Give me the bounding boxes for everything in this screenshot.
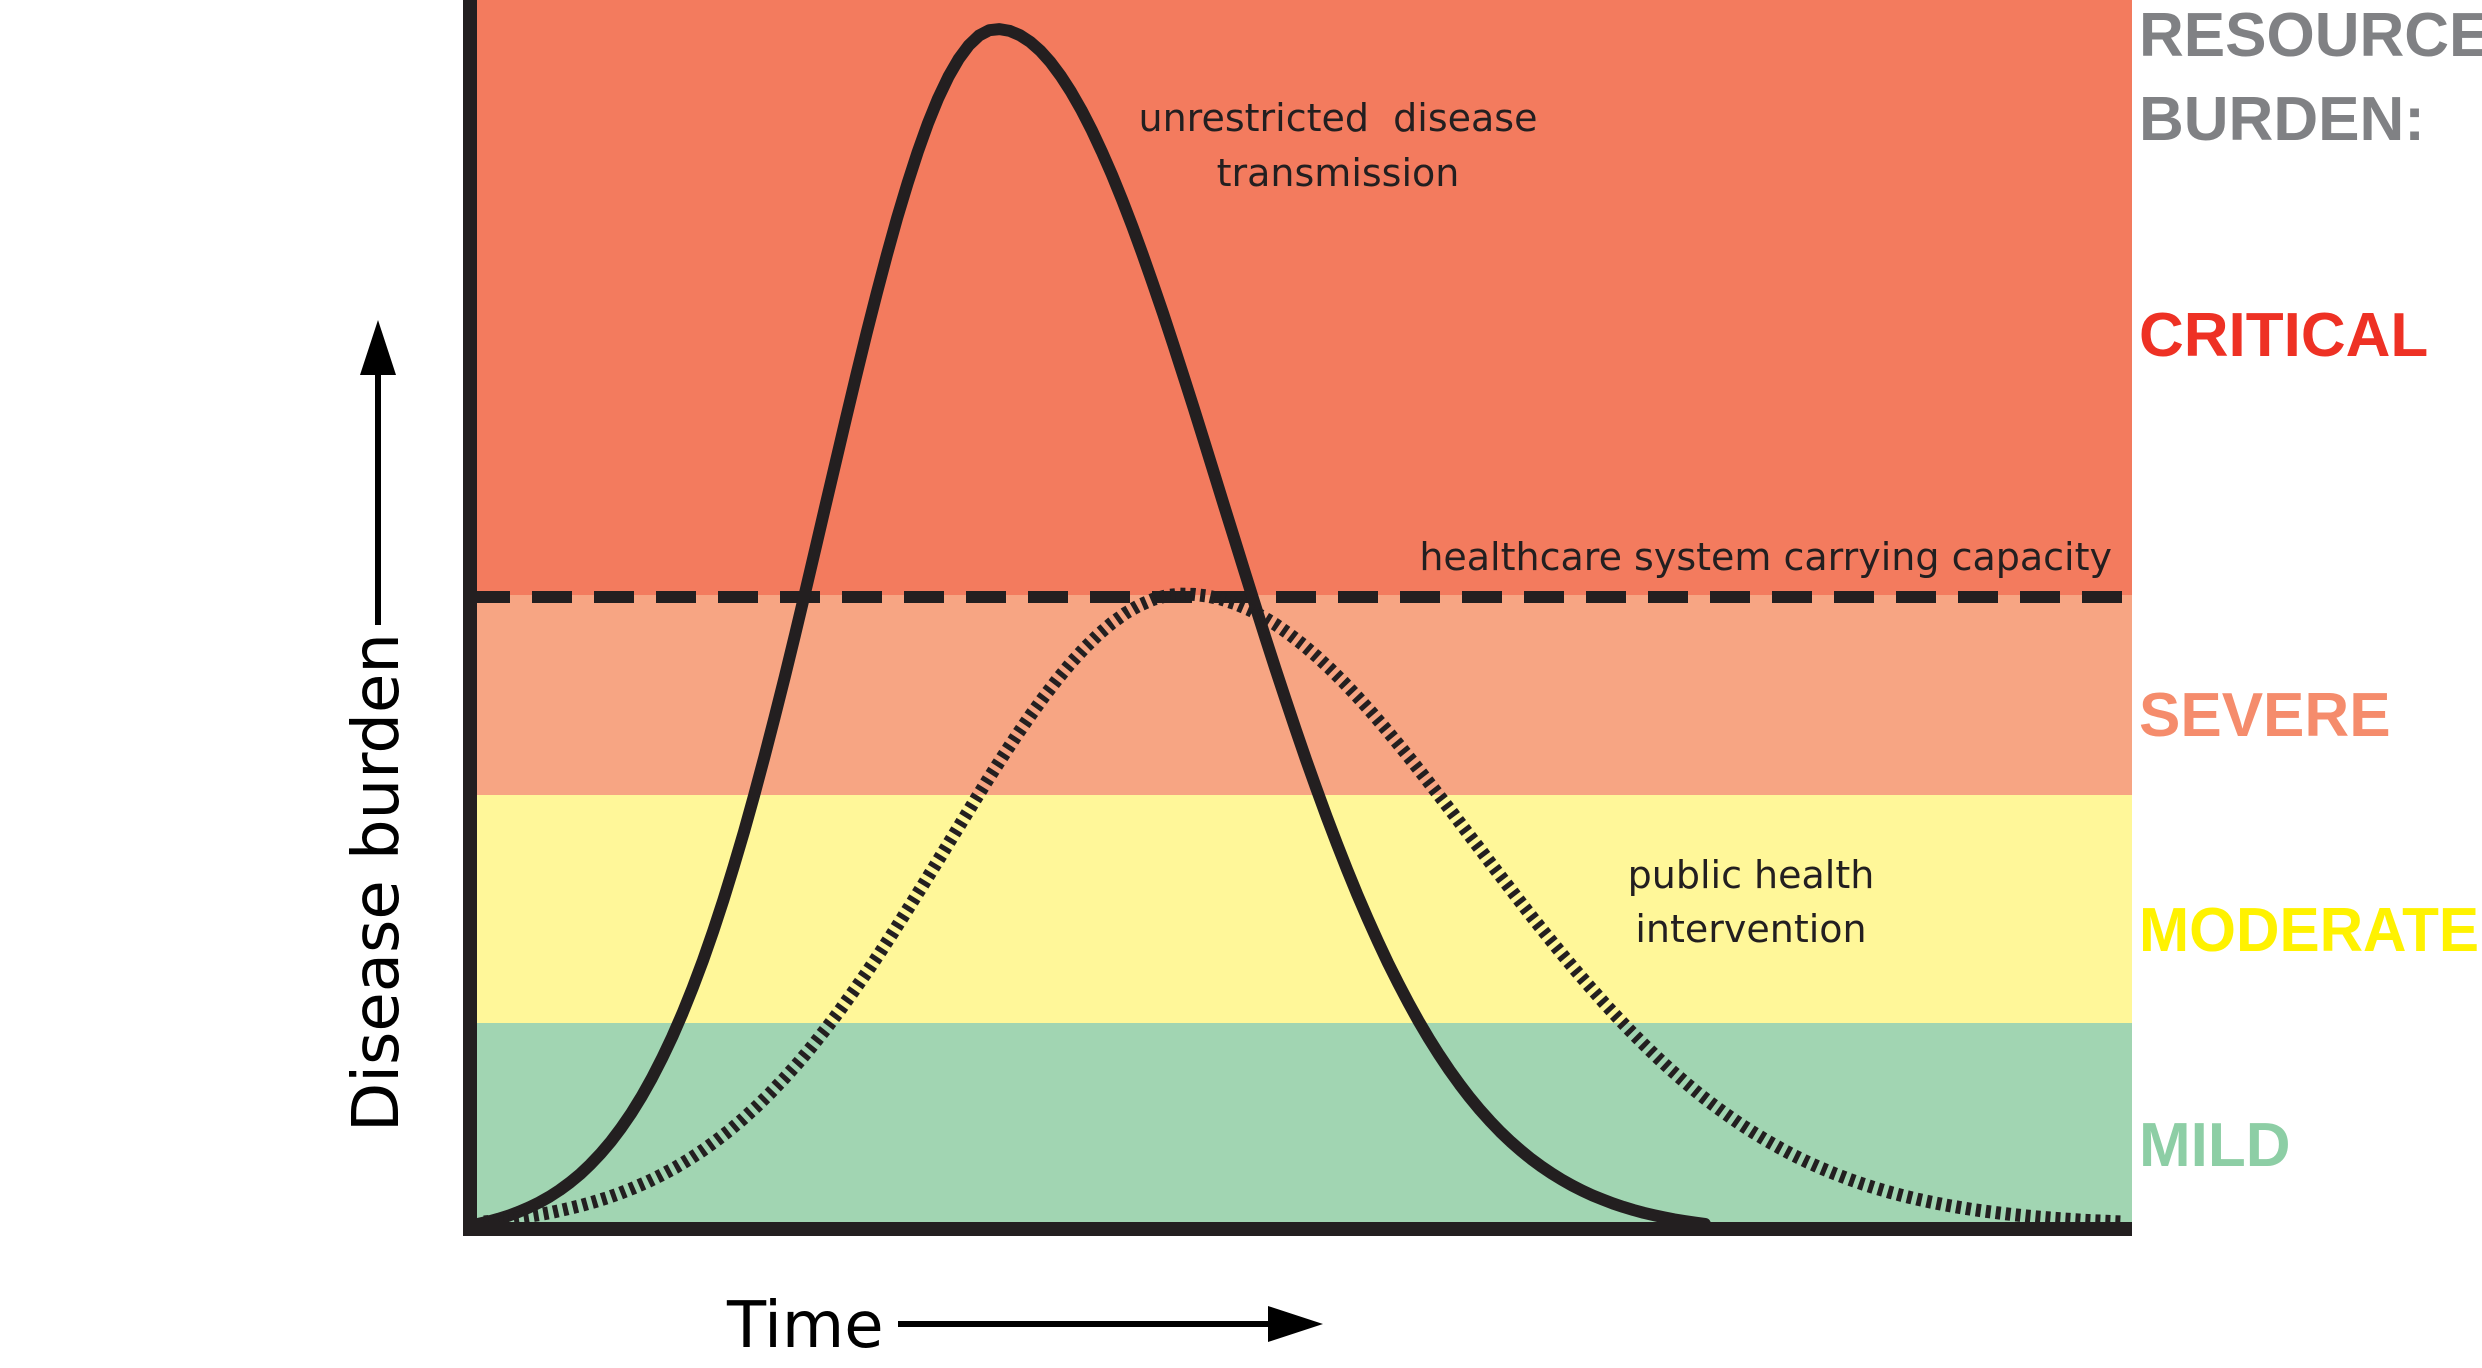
capacity-label: healthcare system carrying capacity bbox=[1419, 535, 2112, 579]
resource-burden-heading-line2: BURDEN: bbox=[2139, 85, 2425, 154]
unrestricted-transmission-curve bbox=[472, 23, 1711, 1230]
zone-mild-band bbox=[466, 1023, 2132, 1228]
zone-severe-band bbox=[466, 595, 2132, 795]
zone-critical-band bbox=[466, 0, 2132, 595]
x-axis-arrow-head bbox=[1268, 1306, 1323, 1342]
zone-critical-label: CRITICAL bbox=[2139, 301, 2428, 370]
unrestricted-label-line2: transmission bbox=[1217, 151, 1460, 195]
y-axis-label: Disease burden bbox=[340, 633, 414, 1132]
zone-mild-label: MILD bbox=[2139, 1111, 2291, 1180]
zone-severe-label: SEVERE bbox=[2139, 681, 2391, 750]
public-health-intervention-curve bbox=[483, 587, 2123, 1229]
resource-burden-heading-line1: RESOURCE bbox=[2139, 1, 2482, 70]
unrestricted-label-line1: unrestricted disease bbox=[1139, 96, 1538, 140]
intervention-label-line1: public health bbox=[1628, 853, 1875, 897]
intervention-label-line2: intervention bbox=[1635, 907, 1866, 951]
x-axis-label: Time bbox=[726, 1289, 884, 1363]
y-axis-arrow-head bbox=[360, 320, 396, 375]
zone-moderate-label: MODERATE bbox=[2139, 896, 2479, 965]
